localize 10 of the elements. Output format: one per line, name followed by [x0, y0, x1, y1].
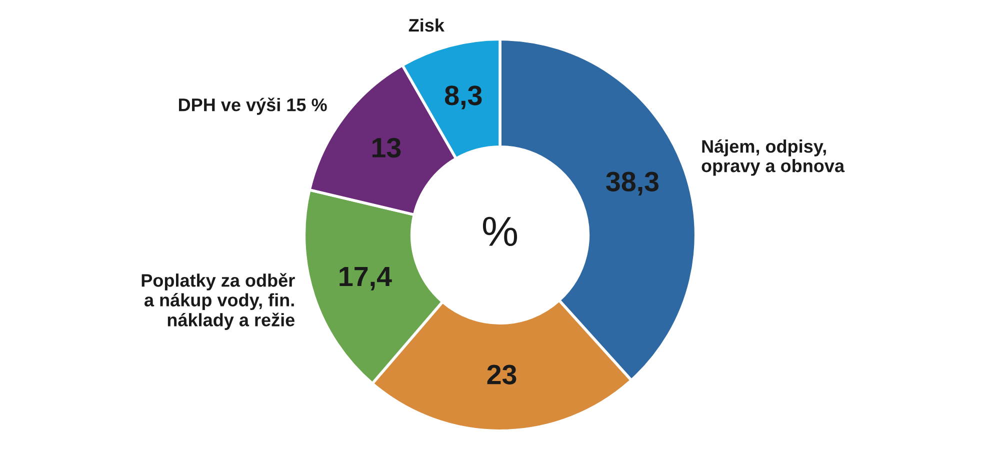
data-label: 8,3: [444, 86, 482, 110]
data-label: 23: [487, 364, 516, 384]
slice-label: Nájem, odpisy, opravy a obnova: [702, 139, 845, 176]
slice-label: Zisk: [408, 18, 444, 32]
data-label: 13: [372, 138, 401, 158]
slice-label: Poplatky za odběr a nákup vody, fin. náklady a režie: [142, 273, 295, 330]
data-label: 17,4: [340, 266, 392, 290]
text: %: [482, 216, 518, 246]
data-label: 38,3: [606, 172, 659, 196]
slice-label: DPH ve výši 15 %: [178, 98, 327, 115]
